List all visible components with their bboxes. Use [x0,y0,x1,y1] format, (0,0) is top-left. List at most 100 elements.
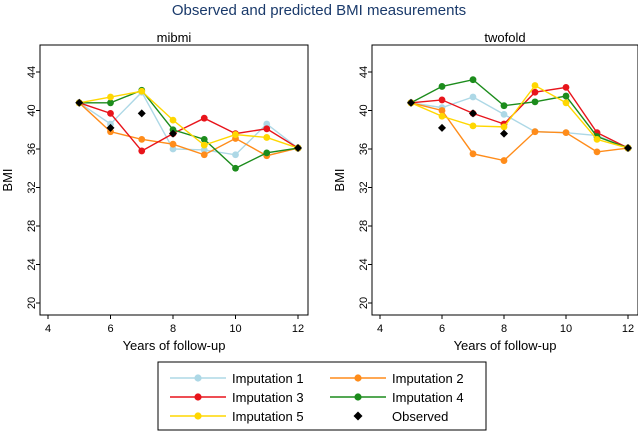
mibmi-imp4-line [79,89,299,170]
mibmi-ytick-label-24: 24 [26,258,38,270]
mibmi-panel-title: mibmi [157,30,192,45]
legend-marker-imp5 [194,412,202,420]
legend-marker-obs [353,411,363,421]
mibmi-imp2-line [78,102,299,157]
mibmi-observed-point [169,129,177,138]
twofold-imp3-line [410,86,629,149]
mibmi-imp3-point [263,125,271,133]
mibmi-imp4-point [263,149,271,157]
mibmi-imp5-point [107,93,114,101]
twofold-imp4-point [562,92,570,100]
twofold-imp5-point [562,99,570,107]
twofold-imp4-point [469,76,477,84]
mibmi-imp2-point [169,140,177,148]
twofold-imp5-point [593,135,601,143]
twofold-imp3-point [562,84,570,91]
mibmi-xtick-label-10: 10 [229,323,241,335]
legend-label-imp3: Imputation 3 [232,390,304,405]
twofold-imp2-point [562,129,570,137]
mibmi-ytick-label-20: 20 [26,297,38,309]
mibmi-ytick-label-28: 28 [26,220,38,232]
mibmi-xtick-label-6: 6 [107,323,113,335]
twofold-ytick-label-20: 20 [358,297,370,309]
mibmi-xtick-label-4: 4 [45,323,51,335]
legend-label-imp5: Imputation 5 [232,409,304,424]
mibmi-imp5-point [138,87,146,95]
mibmi-imp2-point [200,151,208,159]
legend-label-imp2: Imputation 2 [392,371,464,386]
mibmi-observed-point [137,109,146,118]
mibmi-ytick-label-40: 40 [26,104,38,116]
twofold-ytick-label-40: 40 [358,104,370,116]
mibmi-observed-point [75,98,84,107]
mibmi-imp4-point [107,99,114,107]
twofold-observed-point [500,129,508,138]
mibmi-imp3-point [107,109,114,117]
mibmi-y-axis-label: BMI [0,168,15,191]
twofold-imp3-point [531,88,539,96]
twofold-imp5-point [469,122,477,130]
mibmi-imp3-point [200,114,208,122]
mibmi-ytick-label-44: 44 [26,66,38,78]
twofold-observed-point [438,123,446,132]
twofold-imp2-point [531,128,539,136]
twofold-ytick-label-28: 28 [358,220,370,232]
legend-label-imp4: Imputation 4 [392,390,464,405]
legend-label-imp1: Imputation 1 [232,371,304,386]
mibmi-imp5-point [263,134,271,141]
mibmi-plot-frame [39,44,309,316]
legend-marker-imp2 [354,374,362,382]
twofold-ytick-label-44: 44 [358,66,370,78]
mibmi-ytick-label-36: 36 [26,143,38,155]
twofold-panel-title: twofold [484,30,525,45]
mibmi-xtick-label-12: 12 [292,323,304,335]
mibmi-imp4-point [232,164,239,172]
twofold-imp2-point [500,157,508,164]
twofold-imp1-point [469,93,477,101]
mibmi-imp5-point [169,116,177,124]
legend-marker-imp1 [194,374,202,382]
twofold-imp4-point [531,98,539,106]
mibmi-imp2-point [138,135,146,143]
mibmi-imp5-line [79,90,299,149]
mibmi-imp3-point [138,147,146,155]
mibmi-observed-point [106,123,115,132]
mibmi-ytick-label-32: 32 [26,181,38,193]
twofold-imp4-point [500,102,508,110]
twofold-imp1-line [410,96,629,149]
legend: Imputation 1 Imputation 2 Imputation 3 Impu… [157,361,487,431]
twofold-xtick-label-12: 12 [622,323,634,335]
legend-marker-imp3 [194,393,202,401]
chart-title: Observed and predicted BMI measurements [172,2,466,19]
twofold-plot-frame [371,44,638,316]
twofold-x-axis-label: Years of follow-up [454,338,557,353]
twofold-imp5-point [500,123,508,131]
mibmi-imp1-point [169,145,177,153]
legend-box [157,361,487,431]
legend-marker-imp4 [354,393,362,401]
twofold-ytick-label-36: 36 [358,143,370,155]
twofold-xtick-label-10: 10 [560,323,572,335]
twofold-imp4-line [410,78,629,149]
twofold-xtick-label-8: 8 [501,323,507,335]
twofold-imp5-point [531,82,539,89]
twofold-observed-point [624,144,632,153]
twofold-imp2-point [593,148,601,156]
twofold-imp3-point [438,96,446,104]
legend-label-obs: Observed [392,409,448,424]
mibmi-imp5-point [232,131,239,138]
mibmi-xtick-label-8: 8 [170,323,176,335]
twofold-y-axis-label: BMI [332,168,347,191]
twofold-ytick-label-32: 32 [358,181,370,193]
mibmi-observed-point [294,144,302,153]
twofold-imp2-point [438,107,446,114]
mibmi-x-axis-label: Years of follow-up [123,338,226,353]
mibmi-imp3-line [79,102,299,152]
twofold-imp5-line [410,84,629,149]
twofold-observed-point [407,98,415,107]
mibmi-imp1-point [232,151,239,159]
mibmi-imp1-point [263,120,271,128]
